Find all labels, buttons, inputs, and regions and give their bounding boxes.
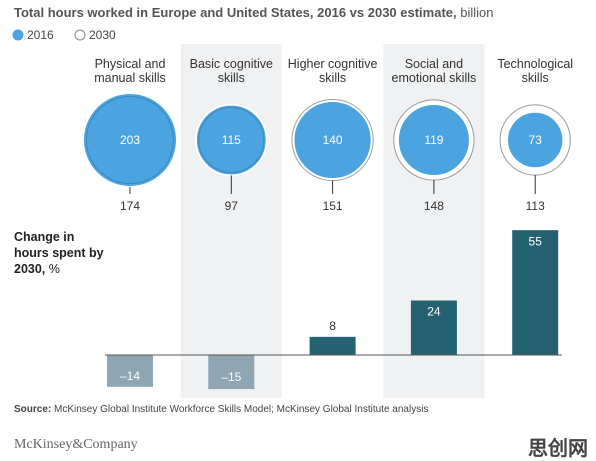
value-label-2016: 115 bbox=[222, 133, 241, 147]
chart-title: Total hours worked in Europe and United … bbox=[14, 5, 457, 20]
bar bbox=[309, 336, 356, 355]
category-label: Higher cognitive skills bbox=[287, 57, 378, 85]
title-block: Total hours worked in Europe and United … bbox=[14, 5, 494, 20]
legend-label: 2016 bbox=[27, 28, 54, 42]
value-label-2016: 140 bbox=[323, 133, 343, 147]
value-label-2016: 203 bbox=[120, 133, 140, 147]
bar-value-label: 8 bbox=[329, 319, 336, 333]
category-label: Basic cognitive skills bbox=[189, 57, 273, 85]
column-band bbox=[180, 44, 282, 398]
bar-title-block: Change in hours spent by 2030, % bbox=[14, 229, 104, 277]
value-label-2030: 174 bbox=[120, 199, 140, 213]
title-unit: billion bbox=[460, 5, 494, 20]
value-label-2030: 113 bbox=[526, 199, 545, 213]
bar bbox=[208, 355, 255, 390]
value-label-2016: 119 bbox=[424, 133, 443, 147]
watermark: 思创网 bbox=[528, 438, 588, 460]
bubble-2030 bbox=[85, 95, 175, 185]
category-label: Technological skills bbox=[497, 57, 574, 85]
bar-value-label: 55 bbox=[529, 234, 543, 248]
category-label: Physical and manual skills bbox=[94, 57, 166, 85]
bar-value-label: 24 bbox=[427, 305, 441, 319]
value-label-2030: 151 bbox=[323, 199, 343, 213]
bubble-2016 bbox=[506, 110, 565, 170]
bar-unit: % bbox=[48, 262, 60, 276]
bar bbox=[107, 355, 153, 387]
logo: McKinsey&Company bbox=[14, 437, 138, 452]
bar-value-label: –15 bbox=[221, 370, 241, 384]
source-block: Source: McKinsey Global Institute Workfo… bbox=[14, 404, 428, 415]
bubble-2030 bbox=[198, 106, 265, 174]
category-label: Social and emotional skills bbox=[391, 57, 477, 85]
legend-marker bbox=[74, 29, 86, 41]
bubble-2016 bbox=[292, 99, 373, 181]
value-label-2030: 148 bbox=[424, 199, 444, 213]
source-text: McKinsey Global Institute Workforce Skil… bbox=[54, 404, 429, 415]
bubble-2016 bbox=[396, 103, 471, 177]
bar-value-label: –14 bbox=[120, 369, 140, 383]
value-label-2030: 97 bbox=[225, 199, 239, 213]
bar bbox=[512, 230, 559, 355]
legend-label: 2030 bbox=[89, 28, 116, 42]
bar-title: Change in hours spent by 2030, bbox=[14, 230, 104, 276]
source-label: Source: bbox=[14, 404, 52, 415]
value-label-2016: 73 bbox=[529, 133, 543, 147]
legend-marker bbox=[12, 29, 24, 41]
bar bbox=[410, 300, 457, 355]
